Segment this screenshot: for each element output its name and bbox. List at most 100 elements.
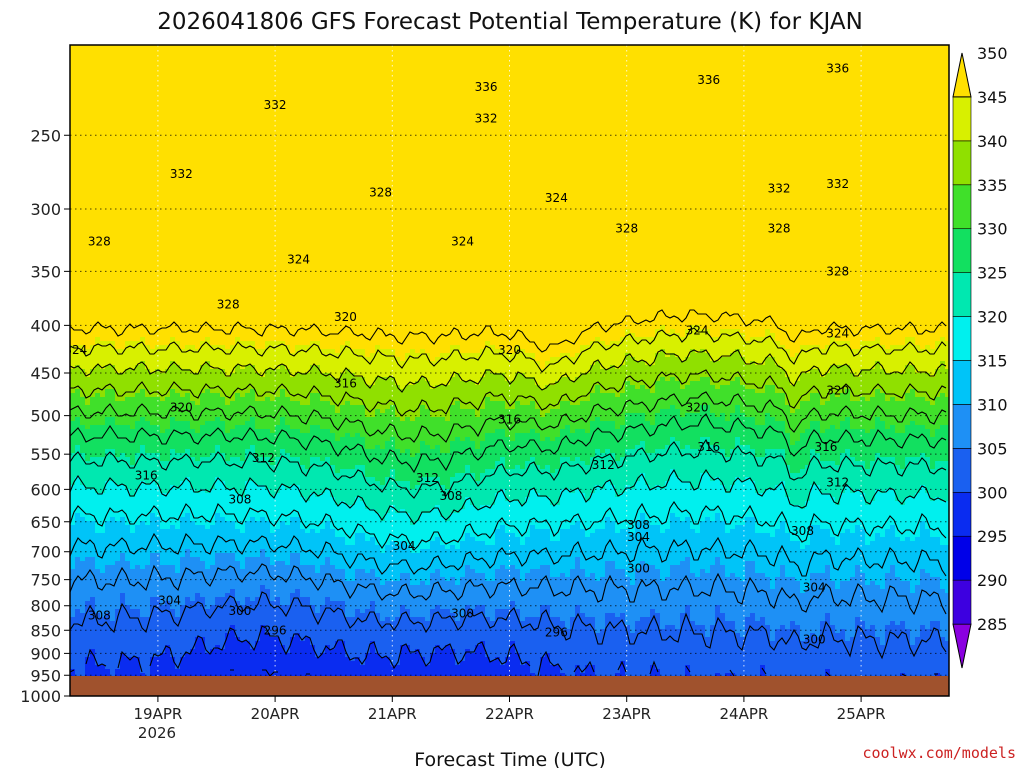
temperature-cell (130, 545, 136, 550)
temperature-cell (210, 325, 216, 330)
temperature-cell (215, 577, 221, 582)
temperature-cell (125, 117, 131, 122)
temperature-cell (195, 193, 201, 198)
temperature-cell (120, 573, 126, 578)
temperature-cell (135, 673, 141, 678)
temperature-cell (85, 469, 91, 474)
temperature-cell (160, 329, 166, 334)
temperature-cell (215, 409, 221, 414)
temperature-cell (130, 225, 136, 230)
temperature-cell (80, 153, 86, 158)
temperature-cell (190, 333, 196, 338)
temperature-cell (95, 601, 101, 606)
temperature-cell (135, 661, 141, 666)
temperature-cell (105, 101, 111, 106)
temperature-cell (175, 541, 181, 546)
temperature-cell (145, 49, 151, 54)
temperature-cell (215, 305, 221, 310)
temperature-cell (205, 517, 211, 522)
temperature-cell (190, 581, 196, 586)
temperature-cell (170, 445, 176, 450)
temperature-cell (100, 229, 106, 234)
temperature-cell (185, 181, 191, 186)
temperature-cell (175, 81, 181, 86)
temperature-cell (180, 617, 186, 622)
temperature-cell (185, 481, 191, 486)
temperature-cell (85, 205, 91, 210)
temperature-cell (185, 253, 191, 258)
temperature-cell (125, 305, 131, 310)
temperature-cell (180, 201, 186, 206)
temperature-cell (140, 97, 146, 102)
temperature-cell (160, 53, 166, 58)
temperature-cell (80, 557, 86, 562)
temperature-cell (195, 489, 201, 494)
temperature-cell (150, 369, 156, 374)
temperature-cell (120, 249, 126, 254)
temperature-cell (85, 533, 91, 538)
temperature-cell (195, 585, 201, 590)
temperature-cell (185, 137, 191, 142)
temperature-cell (70, 193, 76, 198)
temperature-cell (80, 45, 86, 50)
temperature-cell (130, 261, 136, 266)
temperature-cell (120, 261, 126, 266)
temperature-cell (200, 621, 206, 626)
temperature-cell (220, 297, 226, 302)
temperature-cell (215, 537, 221, 542)
temperature-cell (130, 113, 136, 118)
temperature-cell (125, 205, 131, 210)
temperature-cell (90, 145, 96, 150)
temperature-cell (150, 549, 156, 554)
temperature-cell (75, 137, 81, 142)
temperature-cell (125, 429, 131, 434)
temperature-cell (115, 217, 121, 222)
temperature-cell (80, 409, 86, 414)
temperature-cell (170, 513, 176, 518)
temperature-cell (105, 281, 111, 286)
temperature-cell (195, 49, 201, 54)
temperature-cell (75, 669, 81, 674)
temperature-cell (160, 437, 166, 442)
temperature-cell (170, 605, 176, 610)
temperature-cell (150, 669, 156, 674)
temperature-cell (180, 221, 186, 226)
temperature-cell (130, 257, 136, 262)
temperature-cell (135, 129, 141, 134)
temperature-cell (145, 549, 151, 554)
temperature-cell (105, 309, 111, 314)
temperature-cell (135, 481, 141, 486)
temperature-cell (195, 353, 201, 358)
temperature-cell (110, 669, 116, 674)
temperature-cell (210, 625, 216, 630)
temperature-cell (115, 165, 121, 170)
temperature-cell (190, 201, 196, 206)
temperature-cell (85, 93, 91, 98)
temperature-cell (155, 281, 161, 286)
temperature-cell (115, 273, 121, 278)
temperature-cell (175, 417, 181, 422)
temperature-cell (150, 597, 156, 602)
temperature-cell (185, 77, 191, 82)
temperature-cell (115, 457, 121, 462)
temperature-cell (200, 161, 206, 166)
temperature-cell (75, 353, 81, 358)
temperature-cell (175, 473, 181, 478)
temperature-cell (155, 561, 161, 566)
temperature-cell (80, 437, 86, 442)
temperature-cell (175, 493, 181, 498)
temperature-cell (210, 561, 216, 566)
temperature-cell (195, 245, 201, 250)
temperature-cell (140, 633, 146, 638)
temperature-cell (210, 277, 216, 282)
temperature-cell (85, 537, 91, 542)
temperature-cell (80, 53, 86, 58)
temperature-cell (195, 129, 201, 134)
temperature-cell (130, 669, 136, 674)
temperature-cell (145, 413, 151, 418)
temperature-cell (75, 393, 81, 398)
temperature-cell (150, 181, 156, 186)
temperature-cell (105, 45, 111, 50)
temperature-cell (130, 565, 136, 570)
temperature-cell (190, 373, 196, 378)
